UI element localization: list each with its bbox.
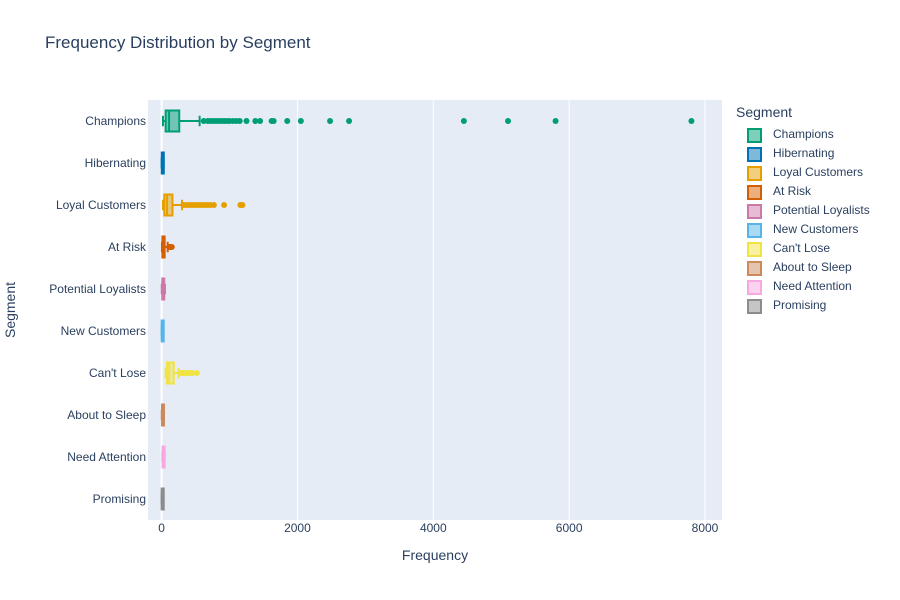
box-series[interactable] bbox=[161, 193, 246, 217]
legend-label: Champions bbox=[773, 127, 834, 141]
y-axis-label: Segment bbox=[2, 282, 18, 338]
legend-label: Promising bbox=[773, 298, 827, 312]
legend-item[interactable]: Champions bbox=[736, 125, 834, 144]
legend-item[interactable]: Loyal Customers bbox=[736, 163, 863, 182]
outlier-point bbox=[346, 118, 353, 124]
legend-item[interactable]: Potential Loyalists bbox=[736, 201, 870, 220]
legend-item[interactable]: Need Attention bbox=[736, 277, 852, 296]
legend-label: Can't Lose bbox=[773, 241, 830, 255]
box-series[interactable] bbox=[160, 151, 165, 175]
legend-label: Hibernating bbox=[773, 146, 835, 160]
outlier-point bbox=[327, 118, 334, 124]
outlier-point bbox=[270, 118, 277, 124]
x-tick-labels: 0 2000 4000 6000 8000 bbox=[158, 521, 718, 535]
legend-items: Champions Hibernating Loyal Customers At Ri… bbox=[736, 125, 870, 315]
y-tick-label: About to Sleep bbox=[67, 408, 146, 422]
outlier-point bbox=[210, 202, 217, 208]
x-tick-label: 6000 bbox=[556, 521, 583, 535]
plot-area bbox=[148, 100, 722, 520]
outlier-point bbox=[284, 118, 291, 124]
chart-title: Frequency Distribution by Segment bbox=[45, 33, 311, 52]
legend-title: Segment bbox=[736, 104, 793, 120]
legend-label: Loyal Customers bbox=[773, 165, 864, 179]
legend-swatch bbox=[747, 185, 762, 200]
outlier-point bbox=[243, 118, 250, 124]
box-series[interactable] bbox=[160, 277, 166, 301]
legend-item[interactable]: Can't Lose bbox=[736, 239, 830, 258]
legend-item[interactable]: Hibernating bbox=[736, 144, 834, 163]
box-iqr bbox=[164, 109, 181, 133]
box-series[interactable] bbox=[160, 403, 165, 427]
box-series[interactable] bbox=[160, 235, 175, 259]
legend-label: At Risk bbox=[773, 184, 812, 198]
legend-label: New Customers bbox=[773, 222, 859, 236]
box-series[interactable] bbox=[164, 361, 200, 385]
legend-swatch bbox=[747, 204, 762, 219]
outlier-point bbox=[236, 118, 243, 124]
x-axis-label: Frequency bbox=[402, 547, 468, 563]
outlier-point bbox=[505, 118, 512, 124]
y-tick-label: At Risk bbox=[108, 240, 147, 254]
y-tick-label: Promising bbox=[93, 492, 146, 506]
legend-swatch bbox=[747, 299, 762, 314]
box-series[interactable] bbox=[161, 445, 166, 469]
outlier-point bbox=[193, 370, 200, 376]
legend-label: Potential Loyalists bbox=[773, 203, 870, 217]
legend-label: About to Sleep bbox=[773, 260, 852, 274]
box-iqr bbox=[163, 193, 174, 217]
y-tick-label: Can't Lose bbox=[89, 366, 146, 380]
legend-label: Need Attention bbox=[773, 279, 852, 293]
legend-swatch bbox=[747, 242, 762, 257]
outlier-point bbox=[239, 202, 246, 208]
outlier-point bbox=[168, 244, 175, 250]
outlier-point bbox=[688, 118, 695, 124]
outlier-point bbox=[221, 202, 228, 208]
x-tick-label: 0 bbox=[158, 521, 165, 535]
outlier-point bbox=[460, 118, 467, 124]
outlier-point bbox=[552, 118, 559, 124]
box-iqr bbox=[166, 361, 175, 385]
legend-swatch bbox=[747, 223, 762, 238]
x-tick-label: 8000 bbox=[692, 521, 719, 535]
box-series[interactable] bbox=[160, 487, 165, 511]
x-tick-label: 2000 bbox=[284, 521, 311, 535]
y-tick-label: Hibernating bbox=[85, 156, 146, 170]
legend-swatch bbox=[747, 166, 762, 181]
outlier-point bbox=[189, 370, 196, 376]
x-tick-label: 4000 bbox=[420, 521, 447, 535]
legend-swatch bbox=[747, 147, 762, 162]
y-tick-label: New Customers bbox=[61, 324, 146, 338]
outlier-point bbox=[297, 118, 304, 124]
legend-swatch bbox=[747, 280, 762, 295]
box-plots bbox=[160, 109, 695, 511]
box-series[interactable] bbox=[161, 109, 695, 133]
legend-item[interactable]: New Customers bbox=[736, 220, 858, 239]
y-tick-labels: Champions Hibernating Loyal Customers At Ri… bbox=[49, 114, 147, 506]
outlier-point bbox=[252, 118, 259, 124]
y-tick-label: Champions bbox=[85, 114, 146, 128]
legend-item[interactable]: At Risk bbox=[736, 182, 811, 201]
legend: Segment Champions Hibernating Loyal Custom… bbox=[736, 104, 870, 315]
legend-item[interactable]: Promising bbox=[736, 296, 826, 315]
legend-swatch bbox=[747, 128, 762, 143]
legend-swatch bbox=[747, 261, 762, 276]
y-tick-label: Need Attention bbox=[67, 450, 146, 464]
box-series[interactable] bbox=[160, 319, 165, 343]
y-tick-label: Loyal Customers bbox=[56, 198, 146, 212]
outlier-point bbox=[257, 118, 264, 124]
legend-item[interactable]: About to Sleep bbox=[736, 258, 852, 277]
y-tick-label: Potential Loyalists bbox=[49, 282, 146, 296]
